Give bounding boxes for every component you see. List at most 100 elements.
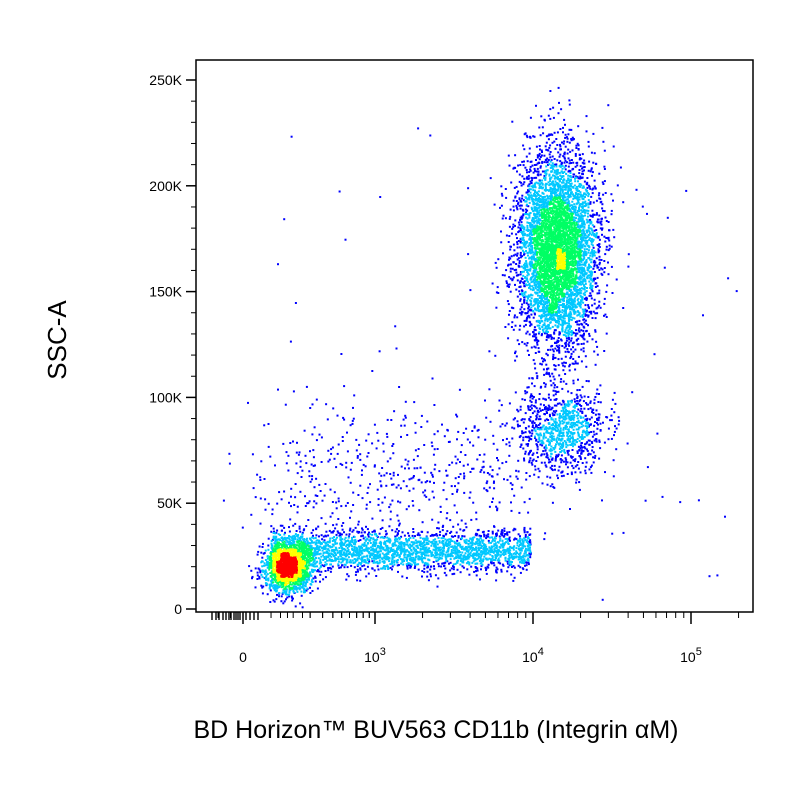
event-point (434, 574, 437, 577)
event-point (505, 460, 508, 463)
event-point (331, 446, 334, 449)
event-point (509, 263, 512, 266)
event-point (518, 197, 521, 200)
event-point (402, 543, 405, 546)
event-point (399, 487, 402, 490)
event-point (359, 546, 362, 549)
event-point (627, 265, 630, 268)
event-point (270, 542, 273, 545)
event-point (603, 314, 605, 317)
event-point (339, 538, 342, 541)
event-point (370, 557, 373, 560)
event-point (377, 503, 380, 506)
event-point (516, 254, 519, 257)
event-point (515, 200, 518, 202)
event-point (313, 500, 316, 503)
event-point (556, 172, 559, 175)
event-point (416, 455, 419, 458)
event-point (285, 462, 288, 465)
event-point (612, 475, 615, 478)
event-point (584, 443, 587, 446)
event-point (393, 559, 396, 562)
event-point (295, 530, 298, 532)
event-point (438, 558, 440, 561)
event-point (336, 542, 339, 545)
event-point (536, 156, 539, 159)
event-point (590, 227, 593, 230)
event-point (378, 559, 381, 562)
event-point (514, 350, 517, 353)
event-point (537, 440, 540, 443)
event-point (521, 175, 524, 178)
event-point (591, 442, 594, 444)
event-point (523, 262, 526, 265)
event-point (537, 347, 540, 350)
event-point (529, 191, 532, 194)
event-point (573, 460, 576, 463)
event-point (533, 184, 536, 187)
event-point (549, 156, 552, 159)
event-point (462, 559, 465, 561)
event-point (280, 595, 283, 598)
event-point (550, 430, 553, 433)
event-point (263, 478, 266, 480)
event-point (559, 380, 562, 383)
event-point (339, 558, 342, 561)
event-point (613, 434, 615, 437)
event-point (549, 108, 552, 111)
event-point (570, 415, 573, 417)
event-point (555, 398, 558, 400)
event-point (312, 569, 315, 571)
event-point (288, 501, 290, 504)
event-point (443, 562, 446, 565)
event-point (569, 426, 572, 428)
event-point (497, 459, 500, 462)
event-point (586, 189, 589, 192)
event-point (436, 534, 439, 537)
event-point (550, 468, 553, 471)
event-point (316, 570, 319, 573)
event-point (574, 192, 577, 194)
event-point (568, 412, 571, 415)
event-point (502, 439, 504, 442)
event-point (335, 523, 338, 526)
event-point (531, 208, 534, 211)
event-point (375, 575, 378, 577)
event-point (596, 236, 599, 239)
event-point (311, 536, 314, 539)
event-point (281, 539, 283, 542)
event-point (587, 203, 590, 206)
event-point (552, 424, 555, 426)
event-point (546, 160, 549, 163)
event-point (312, 561, 315, 564)
event-point (521, 238, 524, 241)
event-point (528, 430, 531, 433)
event-point (486, 472, 489, 474)
event-point (286, 593, 289, 596)
event-point (329, 554, 332, 557)
event-point (495, 557, 497, 559)
event-point (406, 543, 409, 546)
event-point (556, 436, 559, 439)
event-point (598, 261, 601, 264)
event-point (445, 517, 448, 520)
event-point (392, 544, 395, 547)
event-point (408, 534, 411, 537)
event-point (574, 471, 577, 474)
event-point (593, 398, 596, 401)
event-point (501, 217, 504, 220)
event-point (530, 306, 533, 309)
event-point (404, 467, 406, 470)
event-point (549, 117, 552, 120)
event-point (539, 432, 542, 435)
event-point (548, 413, 551, 416)
event-point (587, 226, 590, 229)
event-point (537, 476, 540, 479)
event-point (533, 300, 536, 303)
event-point (315, 542, 318, 545)
event-point (610, 265, 613, 268)
event-point (392, 552, 395, 555)
event-point (557, 434, 560, 437)
event-point (479, 558, 482, 561)
event-point (515, 475, 518, 478)
